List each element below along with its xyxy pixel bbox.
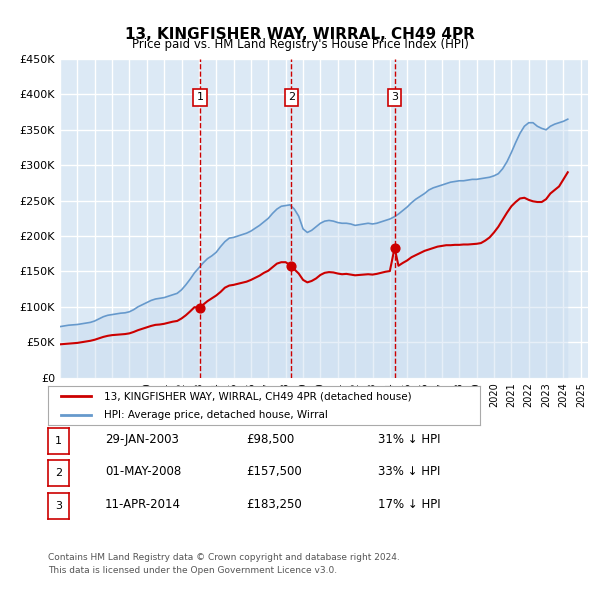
Text: 11-APR-2014: 11-APR-2014 xyxy=(105,497,181,510)
Text: 3: 3 xyxy=(391,92,398,102)
Text: 3: 3 xyxy=(55,501,62,510)
Text: 17% ↓ HPI: 17% ↓ HPI xyxy=(378,497,440,510)
Text: £157,500: £157,500 xyxy=(246,465,302,478)
Text: 33% ↓ HPI: 33% ↓ HPI xyxy=(378,465,440,478)
Text: 2: 2 xyxy=(55,468,62,478)
Text: 2: 2 xyxy=(288,92,295,102)
Point xyxy=(196,303,205,313)
Text: 01-MAY-2008: 01-MAY-2008 xyxy=(105,465,181,478)
Text: Price paid vs. HM Land Registry's House Price Index (HPI): Price paid vs. HM Land Registry's House … xyxy=(131,38,469,51)
Point xyxy=(390,243,400,253)
Text: 1: 1 xyxy=(197,92,204,102)
Text: 13, KINGFISHER WAY, WIRRAL, CH49 4PR: 13, KINGFISHER WAY, WIRRAL, CH49 4PR xyxy=(125,27,475,41)
Point xyxy=(287,261,296,271)
Text: Contains HM Land Registry data © Crown copyright and database right 2024.: Contains HM Land Registry data © Crown c… xyxy=(48,553,400,562)
Text: 1: 1 xyxy=(55,436,62,445)
Text: 13, KINGFISHER WAY, WIRRAL, CH49 4PR (detached house): 13, KINGFISHER WAY, WIRRAL, CH49 4PR (de… xyxy=(104,391,412,401)
Text: £183,250: £183,250 xyxy=(246,497,302,510)
Text: £98,500: £98,500 xyxy=(246,432,294,445)
Text: This data is licensed under the Open Government Licence v3.0.: This data is licensed under the Open Gov… xyxy=(48,566,337,575)
Text: HPI: Average price, detached house, Wirral: HPI: Average price, detached house, Wirr… xyxy=(104,410,328,420)
Text: 31% ↓ HPI: 31% ↓ HPI xyxy=(378,432,440,445)
Text: 29-JAN-2003: 29-JAN-2003 xyxy=(105,432,179,445)
